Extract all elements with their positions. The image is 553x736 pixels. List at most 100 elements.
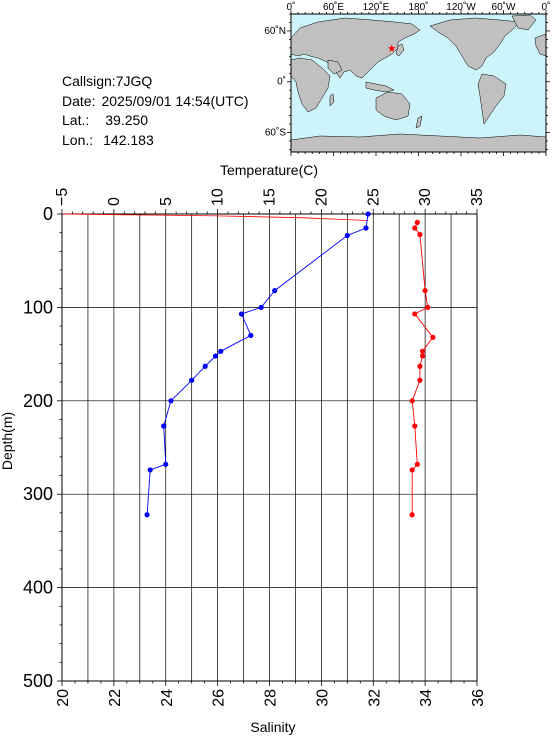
salinity-tick-label: 30 [314, 689, 331, 707]
depth-tick-label: 100 [23, 297, 53, 317]
temperature-tick-label: 10 [210, 188, 227, 206]
temperature-tick-labels: −5 0 5 10 15 20 25 30 35 [54, 188, 486, 206]
salinity-point [417, 363, 423, 369]
land-africa [290, 57, 331, 113]
salinity-point [430, 334, 436, 340]
map-lat-label: 60˚N [264, 25, 286, 37]
land-australia [375, 91, 411, 121]
salinity-tick-label: 32 [366, 689, 383, 707]
land-japan [395, 43, 405, 57]
map-lon-label: 60˚E [323, 1, 344, 13]
depth-tick-label: 400 [23, 578, 53, 598]
depth-tick-label: 200 [23, 391, 53, 411]
salinity-point [409, 398, 415, 404]
map-lon-label: 0˚ [542, 1, 551, 13]
temperature-tick-label: 30 [417, 188, 434, 206]
map-lon-label: 60˚W [492, 1, 516, 13]
depth-axis-title: Depth(m) [0, 412, 15, 470]
series-layer [61, 211, 436, 518]
salinity-point [412, 423, 418, 429]
salinity-point [417, 231, 423, 238]
temperature-point [212, 353, 219, 359]
lat-value: 39.250 [105, 112, 149, 128]
plot-frame [61, 213, 478, 682]
chart-grid [61, 214, 478, 681]
temperature-point [365, 211, 371, 217]
map-lat-label: 0˚ [277, 76, 286, 88]
land-greenland [511, 14, 537, 31]
salinity-tick-label: 24 [159, 689, 176, 707]
depth-tick-label: 500 [23, 671, 53, 691]
temperature-point [168, 398, 174, 404]
temperature-point [189, 377, 195, 383]
map-ticks [287, 10, 550, 156]
land-new-zealand [415, 115, 423, 129]
salinity-point [412, 225, 418, 231]
land-north-america [429, 17, 521, 71]
map-top-labels: 0˚ 60˚E 120˚E 180˚ 120˚W 60˚W 0˚ [287, 1, 551, 13]
temperature-point [144, 512, 150, 518]
map-lon-label: 120˚W [446, 1, 476, 13]
lon-value: 142.183 [103, 131, 154, 148]
salinity-axis-title: Salinity [250, 719, 295, 735]
date-value: 2025/09/01 14:54(UTC) [101, 92, 249, 109]
salinity-tick-label: 34 [418, 689, 435, 707]
land-antarctica [290, 133, 547, 153]
salinity-point [419, 353, 426, 359]
land-arabia [327, 59, 343, 75]
temperature-point [147, 467, 153, 473]
station-marker-icon [387, 44, 396, 52]
temperature-point [363, 225, 369, 231]
salinity-point [422, 287, 428, 294]
map-lon-label: 120˚E [363, 1, 390, 13]
salinity-point [417, 377, 423, 383]
chart-ticks [57, 209, 478, 686]
land-europe-west [534, 33, 547, 57]
surface-temperature-trace [61, 213, 369, 221]
map-lat-label: 60˚S [265, 127, 286, 139]
depth-tick-labels: 0 100 200 300 400 500 [23, 204, 53, 691]
salinity-profile-line [411, 222, 434, 515]
salinity-point [412, 311, 418, 317]
temperature-tick-label: 15 [262, 188, 279, 206]
map-lon-label: 180˚ [408, 1, 428, 13]
temperature-tick-label: 35 [469, 188, 486, 206]
temperature-point [272, 287, 278, 294]
station-info: Callsign:7JGQ Date: 2025/09/01 14:54(UTC)… [62, 72, 249, 150]
temperature-point [161, 423, 167, 429]
temperature-point [202, 363, 208, 369]
depth-tick-label: 0 [43, 204, 53, 224]
world-map: 0˚ 60˚E 120˚E 180˚ 120˚W 60˚W 0˚ 60˚N0˚60˚S [264, 1, 551, 156]
temperature-tick-label: 0 [106, 197, 123, 206]
map-lon-label: 0˚ [287, 1, 296, 13]
salinity-point [409, 467, 415, 473]
land-eurasia [290, 17, 421, 79]
salinity-point [414, 461, 420, 467]
depth-tick-label: 300 [23, 484, 53, 504]
temperature-tick-label: 25 [365, 188, 382, 206]
land-south-america [477, 73, 507, 125]
temperature-profile-line [146, 213, 369, 515]
temperature-tick-label: −5 [54, 188, 71, 206]
salinity-tick-label: 26 [211, 689, 228, 707]
date-label: Date: [62, 92, 96, 109]
lon-label: Lon.: [62, 131, 94, 148]
salinity-tick-labels: 20 22 24 26 28 30 32 34 36 [55, 689, 487, 707]
temperature-point [163, 461, 169, 467]
salinity-tick-label: 28 [263, 689, 280, 707]
salinity-point [419, 348, 426, 354]
temperature-tick-label: 20 [313, 188, 330, 206]
temperature-axis-title: Temperature(C) [220, 162, 318, 178]
callsign-label: Callsign: [62, 73, 116, 89]
callsign-value: 7JGQ [115, 73, 153, 89]
salinity-point [409, 512, 415, 518]
temperature-point [344, 232, 350, 239]
salinity-point [414, 219, 420, 226]
lat-label: Lat.: [62, 112, 90, 128]
temperature-point [238, 311, 245, 317]
salinity-tick-label: 36 [470, 689, 487, 707]
temperature-point [258, 304, 264, 310]
salinity-tick-label: 22 [107, 689, 124, 707]
land-madagascar [329, 93, 335, 107]
temperature-point [248, 332, 254, 339]
